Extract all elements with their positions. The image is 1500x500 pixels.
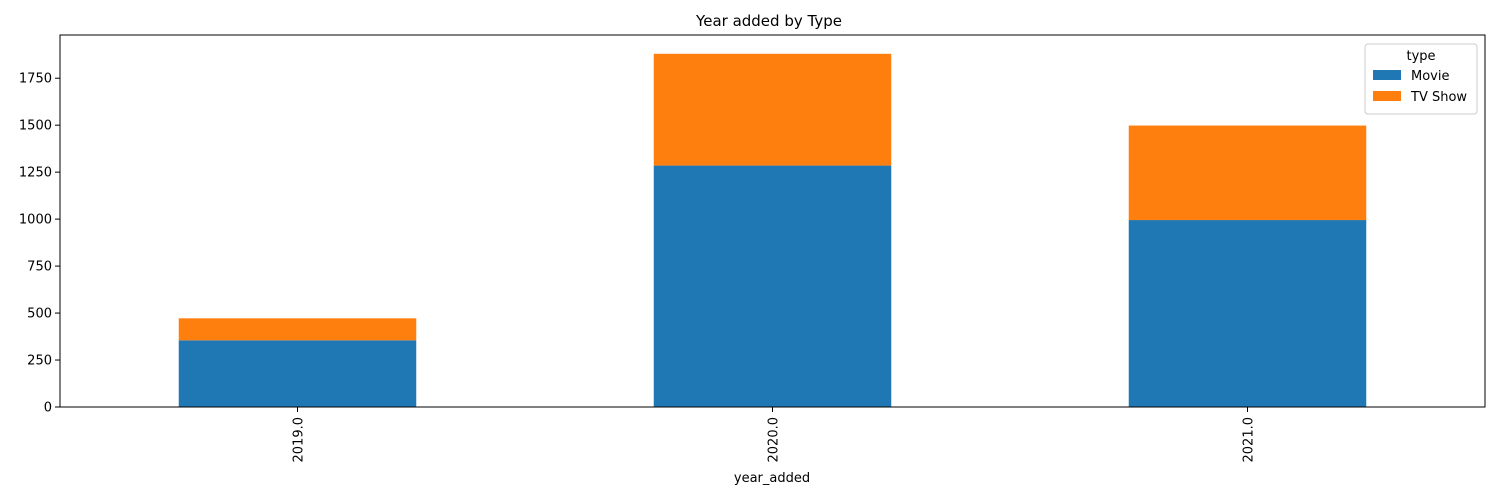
y-tick-label: 1750 (19, 72, 52, 87)
x-tick-label: 2019.0 (292, 417, 307, 463)
y-tick-label: 1000 (19, 213, 52, 228)
bars-layer (178, 53, 1367, 407)
y-tick-label: 750 (27, 260, 52, 275)
chart-title: Year added by Type (695, 12, 842, 30)
legend-swatch-movie (1373, 70, 1401, 80)
y-tick-label: 250 (27, 354, 52, 369)
legend-title: type (1406, 49, 1435, 64)
y-axis: 0 250 500 750 1000 1250 1500 1750 (19, 72, 60, 416)
y-tick-label: 0 (44, 401, 52, 416)
bar-movie-2020.0 (653, 165, 892, 407)
x-tick-label: 2020.0 (767, 417, 782, 463)
bar-tv-show-2021.0 (1128, 125, 1367, 221)
x-tick-label: 2021.0 (1242, 417, 1257, 463)
bar-tv-show-2019.0 (178, 318, 417, 341)
x-axis-title: year_added (734, 471, 810, 486)
y-tick-label: 1250 (19, 166, 52, 181)
x-axis: 2019.0 2020.0 2021.0 (292, 407, 1257, 463)
legend: type Movie TV Show (1364, 43, 1478, 115)
legend-label-tv-show: TV Show (1410, 90, 1467, 105)
bar-tv-show-2020.0 (653, 53, 892, 166)
legend-swatch-tv-show (1373, 91, 1401, 101)
y-tick-label: 1500 (19, 119, 52, 134)
bar-movie-2021.0 (1128, 220, 1367, 407)
bar-movie-2019.0 (178, 340, 417, 407)
legend-label-movie: Movie (1411, 69, 1449, 84)
plot-frame (59, 34, 1486, 408)
y-tick-label: 500 (27, 307, 52, 322)
